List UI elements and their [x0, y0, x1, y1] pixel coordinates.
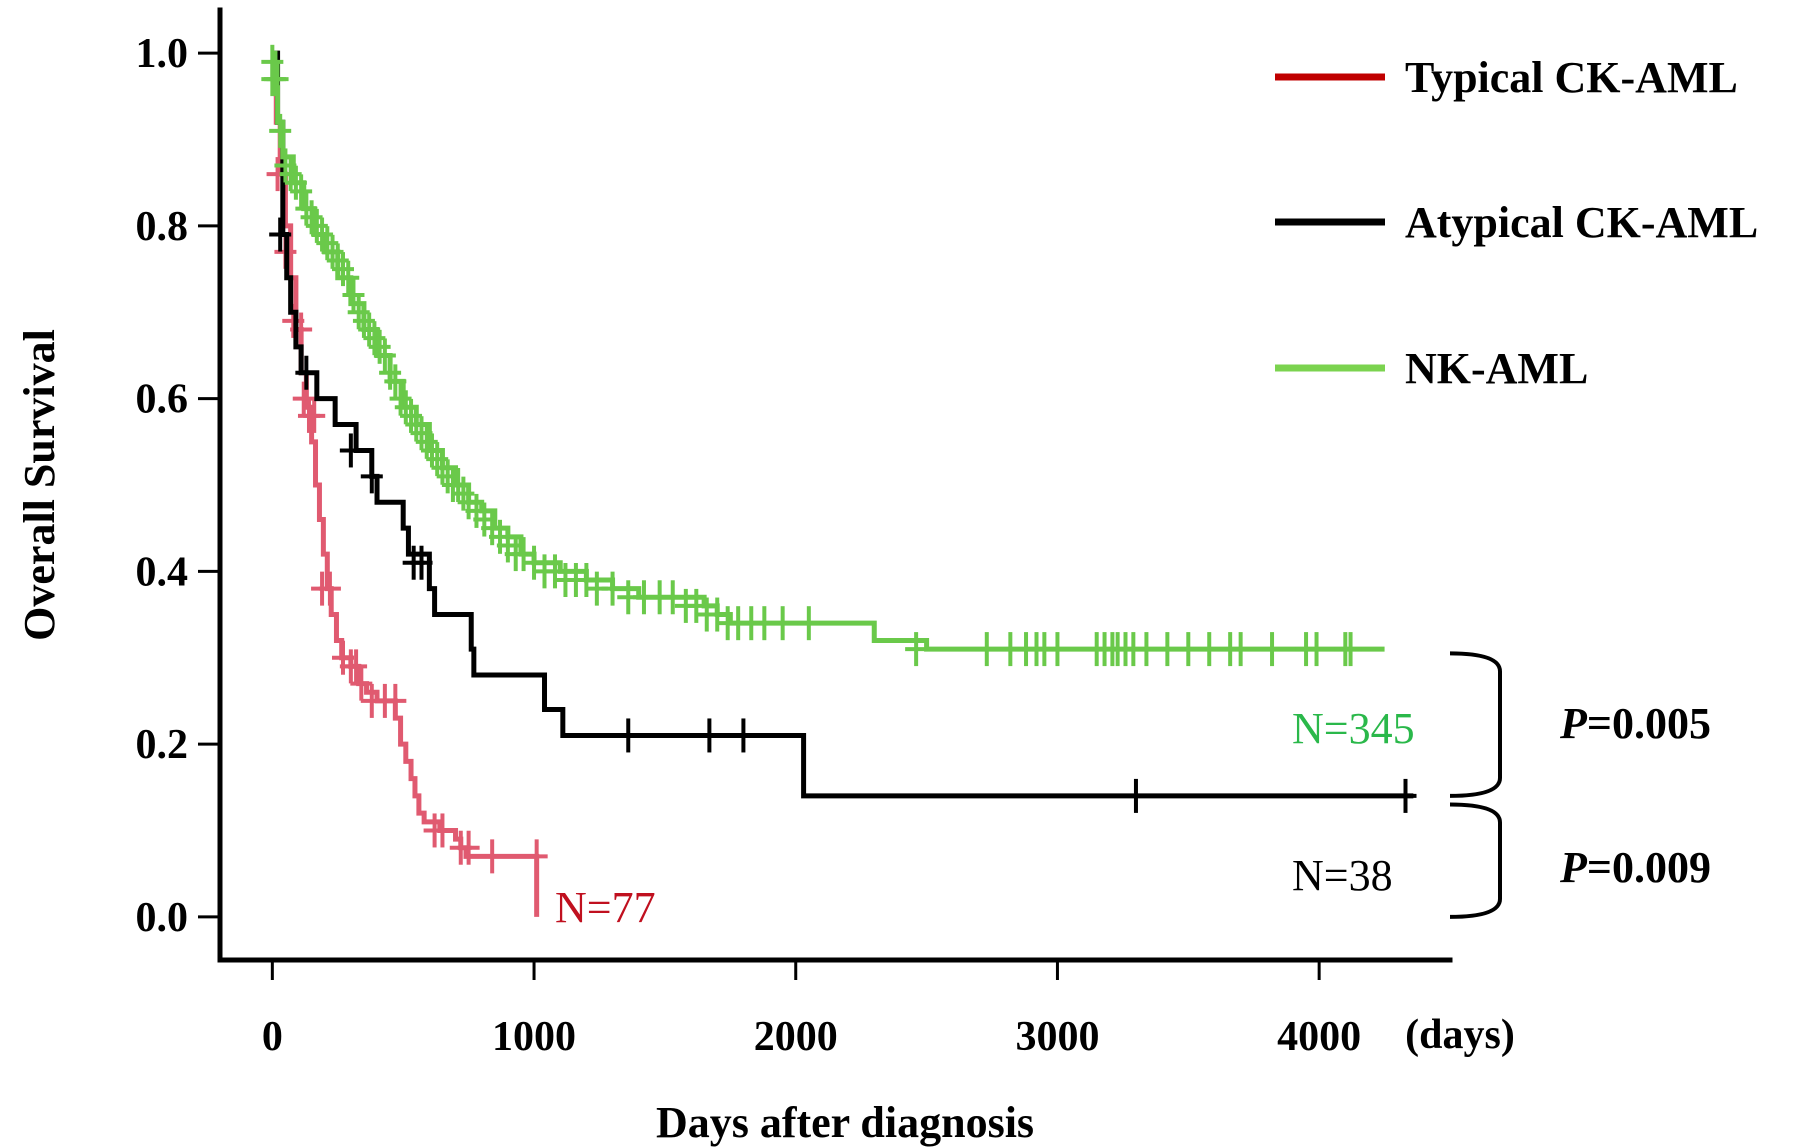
y-tick-label: 0.2 [136, 722, 189, 768]
typical-ck-aml-curve [272, 50, 540, 917]
y-tick-label: 1.0 [136, 31, 189, 77]
atypical-ck-aml-curve [272, 50, 1414, 799]
p-value: =0.009 [1587, 843, 1711, 892]
y-tick-label: 0.0 [136, 895, 189, 941]
atypical-ck-aml-n-label: N=38 [1292, 851, 1393, 900]
typical-ck-aml-n-label: N=77 [555, 883, 656, 932]
p-value-label: P=0.009 [1559, 843, 1711, 892]
x-axis-title: Days after diagnosis [656, 1098, 1034, 1147]
legend-label-atypical-ck-aml: Atypical CK-AML [1405, 198, 1758, 247]
nk-aml-curve [272, 50, 1385, 652]
legend-label-nk-aml: NK-AML [1405, 344, 1588, 393]
y-tick-label: 0.6 [136, 377, 189, 423]
p-value-label: P=0.005 [1559, 699, 1711, 748]
p-symbol: P [1559, 843, 1588, 892]
axes: 0.0 0.2 0.4 0.6 0.8 1.0 0 1000 2000 3000 4000 (days… [15, 7, 1515, 1147]
p-value-bracket-bottom [1449, 802, 1502, 919]
p-value: =0.005 [1587, 699, 1711, 748]
nk-aml-n-label: N=345 [1292, 704, 1415, 753]
curves [261, 44, 1417, 917]
legend-label-typical-ck-aml: Typical CK-AML [1405, 53, 1738, 102]
p-symbol: P [1559, 699, 1588, 748]
legend: Typical CK-AML Atypical CK-AML NK-AML [1275, 53, 1758, 393]
x-tick-label: 2000 [754, 1014, 838, 1060]
x-tick-label: 0 [262, 1014, 283, 1060]
y-tick-label: 0.4 [136, 549, 189, 595]
y-axis-title: Overall Survival [15, 329, 64, 641]
x-tick-label: 1000 [492, 1014, 576, 1060]
x-tick-label: 4000 [1277, 1014, 1361, 1060]
y-tick-label: 0.8 [136, 204, 189, 250]
x-tick-label: 3000 [1015, 1014, 1099, 1060]
p-value-bracket-top [1449, 651, 1502, 798]
x-unit-label: (days) [1405, 1012, 1515, 1058]
